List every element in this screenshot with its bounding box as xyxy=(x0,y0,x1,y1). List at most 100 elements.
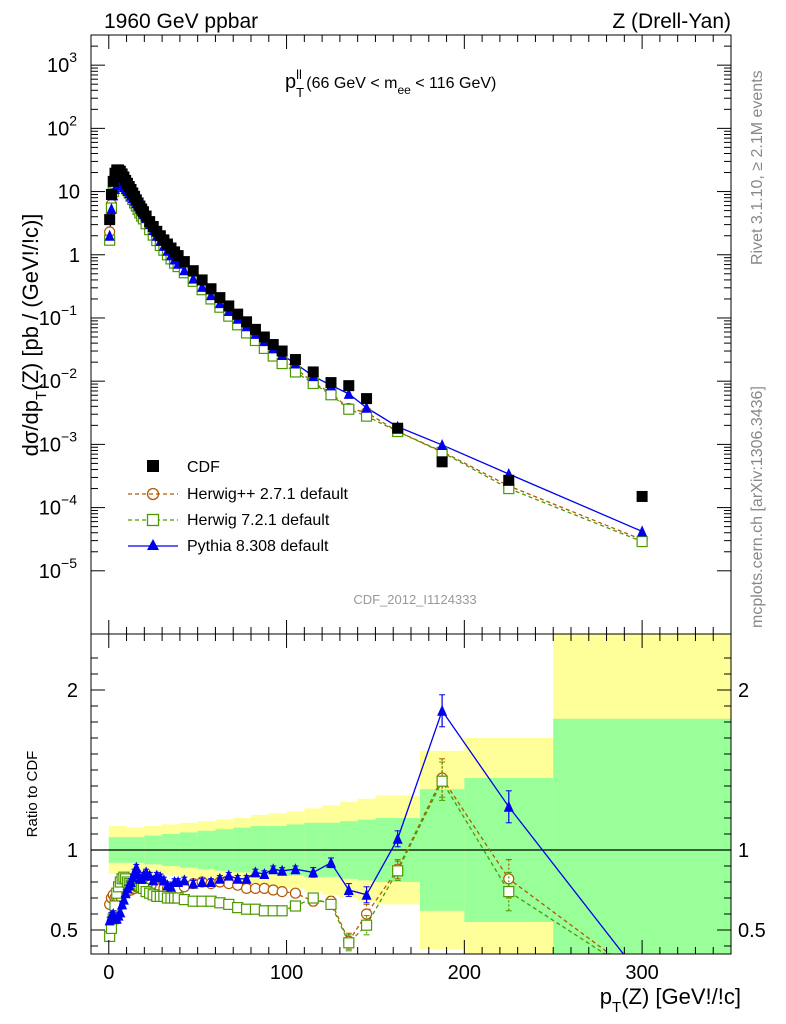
ratio-ytick-label: 1 xyxy=(67,840,78,862)
marker-triangle xyxy=(326,856,336,868)
marker-filled-square xyxy=(361,393,373,405)
marker-triangle xyxy=(118,893,129,905)
marker-triangle xyxy=(241,872,252,884)
marker-triangle xyxy=(361,888,372,900)
legend-item-cdf: CDF xyxy=(147,459,220,476)
header-right: Z (Drell-Yan) xyxy=(612,10,731,33)
marker-filled-square xyxy=(232,308,244,320)
main-panel: 10−5 10−4 10−3 10−2 10−1 1 10 102 103 pTll (66 G… xyxy=(18,34,732,635)
band-inner xyxy=(553,718,731,954)
marker-square xyxy=(343,937,355,949)
marker-square xyxy=(325,898,337,911)
header-left: 1960 GeV ppbar xyxy=(104,10,258,33)
marker-triangle xyxy=(115,906,126,918)
marker-filled-square xyxy=(636,490,648,502)
marker-filled-square xyxy=(140,210,152,222)
marker-triangle xyxy=(637,525,648,537)
marker-circle xyxy=(267,884,279,896)
mcplots-label: mcplots.cern.ch [arXiv:1306.3436] xyxy=(749,386,766,628)
marker-square xyxy=(343,403,355,415)
marker-square xyxy=(276,905,288,917)
main-ylabel: dσ/dpT(Z) [pb / (GeV!/!c)] xyxy=(18,214,50,457)
ytick-label: 103 xyxy=(47,49,77,77)
marker-filled-square xyxy=(205,283,217,295)
marker-triangle xyxy=(250,866,261,878)
marker-square xyxy=(503,885,515,898)
marker-filled-square xyxy=(241,316,253,328)
marker-triangle xyxy=(188,877,199,889)
marker-filled-square xyxy=(107,175,119,187)
marker-triangle xyxy=(179,264,190,276)
ratio-ytick-label: 0.5 xyxy=(50,920,78,942)
marker-triangle xyxy=(503,800,514,812)
ratio-ytick-label-right: 0.5 xyxy=(738,920,766,942)
ytick-label: 10 xyxy=(58,182,80,204)
marker-triangle xyxy=(343,387,354,399)
marker-triangle xyxy=(232,872,243,884)
ytick-label: 102 xyxy=(47,112,77,140)
marker-square xyxy=(392,865,404,877)
legend-label-pythia: Pythia 8.308 default xyxy=(187,538,329,555)
marker-square xyxy=(360,919,373,931)
marker-filled-square xyxy=(325,377,337,389)
ytick-label: 10−2 xyxy=(39,365,77,393)
xtick-label: 200 xyxy=(448,962,481,984)
marker-triangle xyxy=(197,876,208,887)
marker-filled-square xyxy=(172,250,184,262)
marker-triangle xyxy=(106,202,117,214)
marker-triangle xyxy=(268,863,279,875)
marker-triangle xyxy=(179,874,190,886)
rivet-label: Rivet 3.1.10, ≥ 2.1M events xyxy=(749,70,766,265)
legend-marker-cdf xyxy=(147,460,159,472)
marker-square xyxy=(436,775,448,787)
marker-triangle xyxy=(437,438,448,450)
marker-filled-square xyxy=(187,265,199,277)
ratio-ylabel: Ratio to CDF xyxy=(24,751,41,838)
ytick-label: 10−1 xyxy=(39,302,77,330)
legend-label-herwig7: Herwig 7.2.1 default xyxy=(187,512,330,529)
marker-triangle xyxy=(197,280,208,292)
ytick-label: 10−4 xyxy=(39,492,77,520)
marker-triangle xyxy=(188,272,199,284)
marker-filled-square xyxy=(249,323,261,335)
marker-triangle xyxy=(104,229,115,241)
marker-circle xyxy=(258,882,270,895)
marker-square xyxy=(276,357,288,370)
legend-item-herwig7: Herwig 7.2.1 default xyxy=(128,512,330,529)
legend-label-cdf: CDF xyxy=(187,459,220,476)
marker-triangle xyxy=(223,869,234,881)
marker-filled-square xyxy=(276,345,288,357)
marker-square xyxy=(289,900,302,912)
marker-filled-square xyxy=(104,214,116,226)
marker-filled-square xyxy=(178,256,190,268)
xtick-label: 0 xyxy=(103,962,114,984)
marker-triangle xyxy=(343,884,354,895)
xtick-label: 300 xyxy=(625,962,658,984)
ratio-panel: 0.5 0.5 1 1 2 2 0 100 200 300 Ratio to CDF pT(Z) … xyxy=(24,633,766,1016)
xtick-label: 100 xyxy=(270,962,303,984)
ytick-label: 10−3 xyxy=(39,428,77,456)
marker-triangle xyxy=(361,401,372,413)
marker-square xyxy=(636,535,648,548)
marker-triangle xyxy=(290,863,301,875)
ytick-label: 1 xyxy=(69,245,80,267)
ytick-label: 10−5 xyxy=(39,555,77,583)
marker-triangle xyxy=(206,289,216,301)
marker-filled-square xyxy=(267,339,279,351)
legend: CDF Herwig++ 2.7.1 default Herwig 7.2.1 … xyxy=(128,459,349,555)
marker-square xyxy=(307,892,319,904)
ratio-ytick-label: 2 xyxy=(67,680,78,702)
marker-triangle xyxy=(277,864,288,876)
marker-circle xyxy=(289,887,302,899)
marker-triangle xyxy=(392,832,403,844)
marker-filled-square xyxy=(343,380,355,392)
main-title: pTll (66 GeV < mee < 116 GeV) xyxy=(285,67,496,100)
legend-marker-herwigpp xyxy=(146,487,160,501)
marker-filled-square xyxy=(214,292,226,304)
marker-filled-square xyxy=(307,366,319,378)
series-line xyxy=(109,183,643,532)
marker-triangle xyxy=(437,704,448,716)
main-plot-area xyxy=(104,164,648,548)
ratio-ytick-label-right: 2 xyxy=(738,680,749,702)
